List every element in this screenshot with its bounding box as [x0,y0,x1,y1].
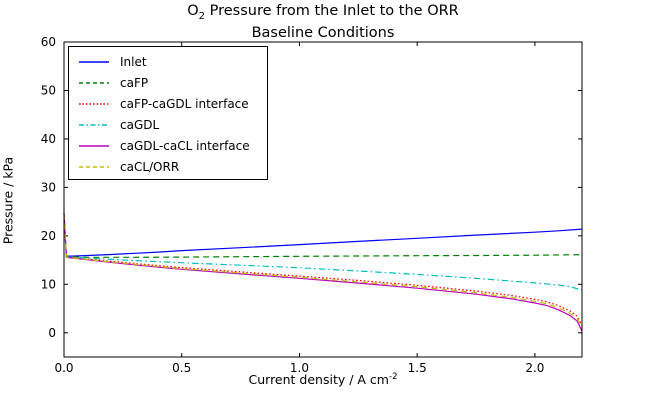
x-axis-label-text: Current density / A cm [248,372,390,388]
legend-swatch-cafp [79,81,109,84]
legend-swatch-cagdl-cacl-interface [79,144,109,147]
legend-label: caGDL [120,117,160,132]
y-tick-label: 0 [48,326,56,340]
legend-item: caCL/ORR [69,156,267,177]
legend-label: caGDL-caCL interface [120,138,250,153]
legend-swatch-cagdl [79,123,109,126]
chart-subtitle: Baseline Conditions [251,24,395,41]
y-axis-label: Pressure / kPa [0,156,16,245]
x-tick-label: 1.5 [408,361,427,375]
legend-swatch-inlet [79,60,109,63]
legend-swatch-cafp-cagdl-interface [79,102,109,105]
legend-item: caFP-caGDL interface [69,93,267,114]
y-tick-label: 60 [41,35,56,49]
series-line-cafp-cagdl-interface [63,213,583,326]
legend-item: caGDL-caCL interface [69,135,267,156]
x-tick-label: 0.0 [54,361,73,375]
title-text: Pressure from the Inlet to the ORR [205,3,459,19]
legend-item: caGDL [69,114,267,135]
title-subscript: 2 [198,10,206,22]
x-axis-label-exponent: -2 [389,372,398,382]
legend-swatch-cacl-orr [79,165,109,168]
legend-label: caFP [120,75,149,90]
y-tick-label: 10 [41,277,56,291]
legend-label: Inlet [120,54,147,69]
legend-label: caFP-caGDL interface [120,96,249,111]
x-tick-label: 1.0 [290,361,309,375]
series-line-cagdl [63,213,583,291]
y-tick-label: 20 [41,229,56,243]
series-line-inlet [63,213,583,257]
legend-item: caFP [69,72,267,93]
legend: Inlet caFP caFP-caGDL interface caGDL caGDL-… [68,46,268,180]
series-line-cacl-orr [63,213,583,329]
plot-frame [63,41,583,358]
y-tick-label: 30 [41,180,56,194]
x-axis-label: Current density / A cm-2 [64,372,582,387]
series-line-cagdl-cacl-interface [63,213,583,332]
legend-item: Inlet [69,51,267,72]
x-tick-label: 0.5 [172,361,191,375]
legend-label: caCL/ORR [120,159,180,174]
y-tick-label: 50 [41,83,56,97]
title-element-symbol: O [187,3,199,19]
y-tick-label: 40 [41,132,56,146]
chart-title: O2 Pressure from the Inlet to the ORR Ba… [64,3,582,42]
series-line-cafp [63,213,583,258]
x-tick-label: 2.0 [525,361,544,375]
